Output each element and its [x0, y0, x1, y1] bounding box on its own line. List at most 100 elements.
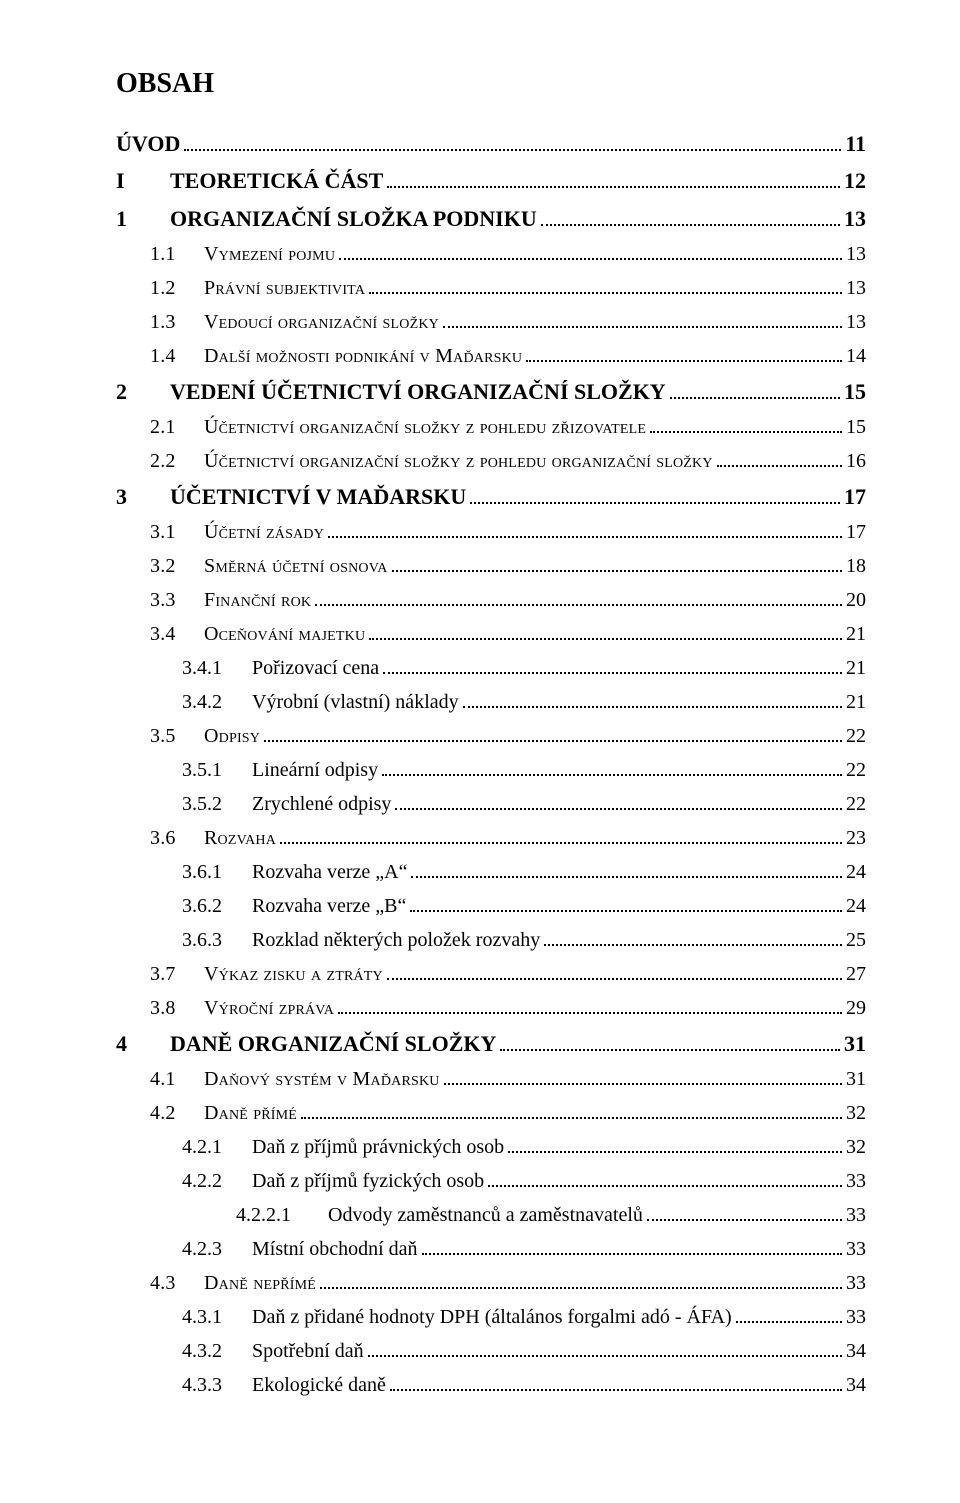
toc-entry: 4.2.1Daň z příjmů právnických osob32: [182, 1132, 866, 1163]
toc-label: 3.6.2Rozvaha verze „B“: [182, 891, 406, 922]
toc-entry: 3.6.1Rozvaha verze „A“24: [182, 857, 866, 888]
toc-text: Místní obchodní daň: [252, 1238, 418, 1260]
toc-text: ÚČETNICTVÍ V MAĎARSKU: [170, 484, 466, 509]
toc-text: Vymezení pojmu: [204, 243, 335, 265]
toc-text: Výrobní (vlastní) náklady: [252, 691, 459, 713]
toc-number: 3.6.3: [182, 925, 252, 956]
toc-number: 2.1: [150, 412, 204, 443]
toc-label: 1.2Právní subjektivita: [150, 273, 365, 304]
toc-entry: 4.3Daně nepřímé33: [150, 1268, 866, 1299]
toc-text: Daně přímé: [204, 1102, 297, 1124]
toc-entry: 1ORGANIZAČNÍ SLOŽKA PODNIKU13: [116, 202, 866, 236]
toc-entry: 3.2Směrná účetní osnova18: [150, 551, 866, 582]
toc-label: 3.4.1Pořizovací cena: [182, 653, 379, 684]
toc-page-number: 11: [845, 127, 866, 161]
leader-dots: [670, 380, 840, 399]
toc-text: Ekologické daně: [252, 1374, 386, 1396]
toc-label: 3.3Finanční rok: [150, 585, 311, 616]
toc-number: 4.2: [150, 1098, 204, 1129]
toc-label: 4.3.3Ekologické daně: [182, 1370, 386, 1401]
toc-text: Účetnictví organizační složky z pohledu …: [204, 416, 646, 438]
toc-label: 1.1Vymezení pojmu: [150, 239, 335, 270]
leader-dots: [320, 1272, 842, 1289]
toc-entry: 4.1Daňový systém v Maďarsku 31: [150, 1064, 866, 1095]
toc-number: 3.6.2: [182, 891, 252, 922]
toc-number: 3.4: [150, 619, 204, 650]
toc-page-number: 12: [844, 164, 866, 198]
toc-entry: 3.3Finanční rok20: [150, 585, 866, 616]
toc-entry: 1.1Vymezení pojmu 13: [150, 239, 866, 270]
leader-dots: [422, 1238, 842, 1255]
toc-text: Právní subjektivita: [204, 277, 365, 299]
toc-text: Pořizovací cena: [252, 657, 379, 679]
toc-number: 3.8: [150, 993, 204, 1024]
leader-dots: [444, 1068, 842, 1085]
toc-entry: 3.4.1Pořizovací cena 21: [182, 653, 866, 684]
toc-number: 3.4.1: [182, 653, 252, 684]
toc-entry: 3.8Výroční zpráva29: [150, 993, 866, 1024]
toc-text: Zrychlené odpisy: [252, 793, 391, 815]
toc-page-number: 32: [846, 1098, 866, 1129]
toc-entry: 3.5.2Zrychlené odpisy22: [182, 789, 866, 820]
toc-page-number: 14: [846, 341, 866, 372]
toc-label: 2VEDENÍ ÚČETNICTVÍ ORGANIZAČNÍ SLOŽKY: [116, 375, 666, 409]
toc-entry: 1.3Vedoucí organizační složky 13: [150, 307, 866, 338]
toc-text: Daňový systém v Maďarsku: [204, 1068, 440, 1090]
toc-text: Výkaz zisku a ztráty: [204, 963, 383, 985]
leader-dots: [411, 861, 842, 878]
toc-text: Rozvaha verze „B“: [252, 895, 406, 917]
leader-dots: [184, 133, 841, 152]
leader-dots: [463, 691, 842, 708]
toc-label: 2.1Účetnictví organizační složky z pohle…: [150, 412, 646, 443]
toc-number: 1.4: [150, 341, 204, 372]
toc-number: 3.3: [150, 585, 204, 616]
toc-label: 3.4Oceňování majetku: [150, 619, 365, 650]
toc-entry: 4.2.2Daň z příjmů fyzických osob 33: [182, 1166, 866, 1197]
toc-text: Vedoucí organizační složky: [204, 311, 439, 333]
toc-label: 4.1Daňový systém v Maďarsku: [150, 1064, 440, 1095]
toc-page-number: 24: [846, 857, 866, 888]
toc-entry: 3.5Odpisy22: [150, 721, 866, 752]
toc-page-number: 23: [846, 823, 866, 854]
leader-dots: [264, 725, 842, 742]
toc-entry: 2.2Účetnictví organizační složky z pohle…: [150, 446, 866, 477]
toc-label: 1.3Vedoucí organizační složky: [150, 307, 439, 338]
toc-page-number: 13: [846, 307, 866, 338]
leader-dots: [647, 1204, 842, 1221]
toc-page-number: 21: [846, 653, 866, 684]
toc-page-number: 34: [846, 1336, 866, 1367]
toc-page-number: 13: [846, 239, 866, 270]
toc-entry: 3.7Výkaz zisku a ztráty27: [150, 959, 866, 990]
toc-entry: ÚVOD11: [116, 127, 866, 161]
toc-label: 3.8Výroční zpráva: [150, 993, 334, 1024]
toc-number: 2: [116, 375, 170, 409]
toc-page-number: 31: [846, 1064, 866, 1095]
toc-page-number: 33: [846, 1268, 866, 1299]
toc-label: 3.6.3Rozklad některých položek rozvahy: [182, 925, 540, 956]
toc-text: Odpisy: [204, 725, 260, 747]
toc-text: Další možnosti podnikání v Maďarsku: [204, 345, 522, 367]
toc-page-number: 33: [846, 1302, 866, 1333]
toc-label: 4.2.2.1Odvody zaměstnanců a zaměstnavate…: [236, 1200, 643, 1231]
leader-dots: [387, 963, 842, 980]
toc-entry: 3ÚČETNICTVÍ V MAĎARSKU17: [116, 480, 866, 514]
leader-dots: [369, 277, 842, 294]
toc-page-number: 18: [846, 551, 866, 582]
toc-entry: 4.3.2Spotřební daň 34: [182, 1336, 866, 1367]
toc-page-number: 34: [846, 1370, 866, 1401]
leader-dots: [390, 1374, 842, 1391]
leader-dots: [736, 1306, 842, 1323]
toc-text: Daně nepřímé: [204, 1272, 316, 1294]
toc-page-number: 33: [846, 1166, 866, 1197]
toc-entry: 3.6Rozvaha23: [150, 823, 866, 854]
toc-number: 4.3.1: [182, 1302, 252, 1333]
table-of-contents: ÚVOD11ITEORETICKÁ ČÁST121ORGANIZAČNÍ SLO…: [116, 127, 866, 1401]
toc-label: 4.3.2Spotřební daň: [182, 1336, 364, 1367]
leader-dots: [650, 416, 842, 433]
toc-number: 3.6.1: [182, 857, 252, 888]
toc-page-number: 13: [846, 273, 866, 304]
toc-page-number: 32: [846, 1132, 866, 1163]
toc-label: 4.2.2Daň z příjmů fyzických osob: [182, 1166, 484, 1197]
leader-dots: [470, 485, 840, 504]
leader-dots: [395, 793, 842, 810]
